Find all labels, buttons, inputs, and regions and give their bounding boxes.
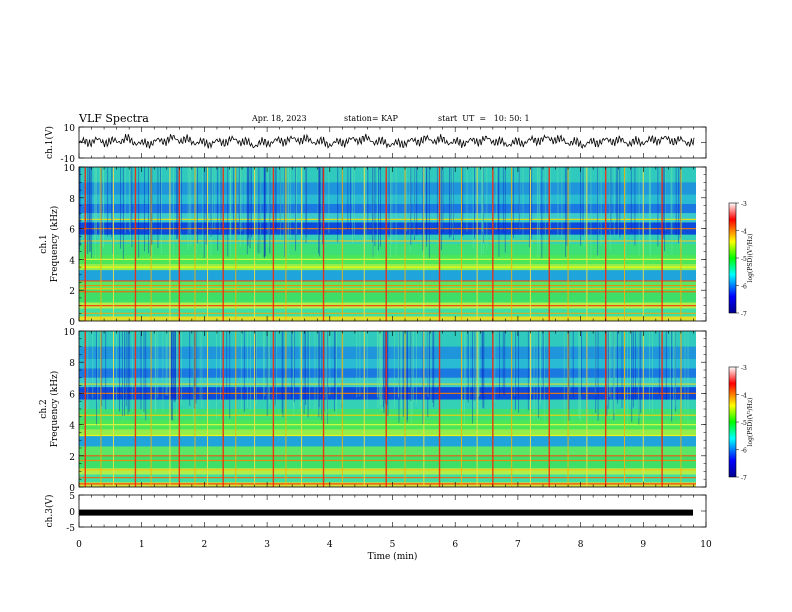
y-tick-label: 6 (69, 390, 75, 400)
colorbar-tick-label: -5 (741, 420, 747, 427)
y-tick-label: -10 (61, 155, 76, 165)
colorbar (728, 202, 737, 314)
frequency-band (79, 194, 706, 204)
x-tick-label: 1 (139, 540, 145, 550)
x-tick-label: 8 (578, 540, 584, 550)
frequency-band (79, 270, 706, 281)
x-tick-label: 9 (640, 540, 646, 550)
y-tick-label: 10 (64, 328, 76, 338)
ch3-y-axis-label: ch.3(V) (44, 495, 55, 528)
frequency-band (79, 213, 706, 223)
x-tick-label: 4 (327, 540, 333, 550)
frequency-band (79, 234, 706, 244)
frequency-band (79, 346, 706, 360)
frequency-band (79, 203, 706, 214)
frequency-band (79, 244, 706, 255)
y-tick-label: 2 (69, 287, 75, 297)
ch3-waveform-band (79, 509, 693, 516)
colorbar (728, 366, 737, 478)
blank-strip (696, 167, 706, 321)
frequency-band (79, 359, 706, 369)
colorbar-tick-label: -4 (741, 229, 747, 236)
colorbar-tick-label: -7 (741, 475, 747, 482)
frequency-band (79, 368, 706, 378)
channel-label: ch.2 (39, 399, 49, 418)
frequency-band (79, 474, 706, 483)
x-tick-label: 7 (515, 540, 521, 550)
colorbar-tick-label: -5 (741, 256, 747, 263)
x-tick-label: 6 (452, 540, 458, 550)
y-tick-label: 4 (69, 422, 75, 432)
ch1-waveform-line (78, 133, 695, 149)
x-tick-label: 3 (264, 540, 270, 550)
frequency-band (79, 455, 706, 469)
colorbar-label: log(PSD)(V²/Hz) (747, 398, 754, 447)
y-tick-label: 10 (64, 124, 76, 134)
x-axis-label: Time (min) (368, 551, 418, 562)
colorbar-tick-label: -6 (741, 284, 747, 291)
x-tick-label: 2 (202, 540, 208, 550)
y-tick-label: 0 (69, 318, 75, 328)
frequency-band (79, 377, 706, 388)
frequency-band (79, 308, 706, 317)
ch1-y-axis-label: ch.1(V) (44, 126, 55, 159)
y-tick-label: 10 (64, 164, 76, 174)
frequency-band (79, 429, 706, 436)
y-tick-label: 0 (69, 484, 75, 494)
colorbar-tick-label: -3 (741, 365, 747, 372)
y-tick-label: 8 (69, 359, 75, 369)
x-tick-label: 0 (76, 540, 82, 550)
colorbar-label: log(PSD)(V²/Hz) (747, 234, 754, 283)
frequency-band (79, 182, 706, 195)
y-tick-label: 5 (69, 492, 75, 502)
frequency-axis-label: Frequency (kHz) (49, 371, 60, 448)
x-tick-label: 10 (700, 540, 712, 550)
y-tick-label: 4 (69, 256, 75, 266)
colorbar-tick-label: -4 (741, 393, 747, 400)
frequency-band (79, 435, 706, 447)
y-tick-label: 2 (69, 453, 75, 463)
frequency-band (79, 468, 706, 475)
colorbar-tick-label: -3 (741, 201, 747, 208)
y-tick-label: -5 (66, 524, 75, 534)
frequency-band (79, 399, 706, 409)
start-time-label: start UT = 10: 50: 1 (438, 114, 530, 123)
frequency-axis-label: Frequency (kHz) (49, 206, 60, 283)
x-tick-label: 5 (390, 540, 396, 550)
colorbar-tick-label: -6 (741, 448, 747, 455)
figure-title: VLF Spectra (79, 112, 149, 125)
y-tick-label: 8 (69, 195, 75, 205)
y-tick-label: 6 (69, 226, 75, 236)
frequency-band (79, 446, 706, 456)
frequency-band (79, 409, 706, 420)
colorbar-tick-label: -7 (741, 311, 747, 318)
date-label: Apr. 18, 2023 (252, 114, 307, 123)
y-tick-label: 0 (69, 508, 75, 518)
station-label: station= KAP (344, 114, 398, 123)
blank-strip (696, 331, 706, 487)
channel-label: ch.1 (39, 234, 49, 253)
